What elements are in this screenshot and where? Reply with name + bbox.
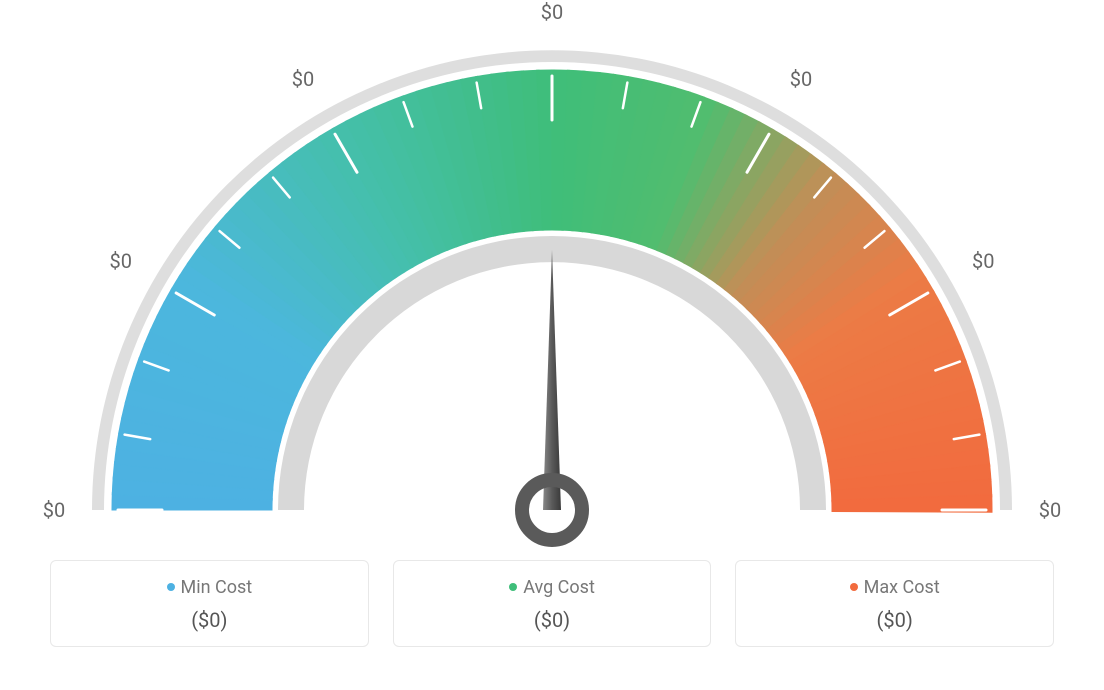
legend-card-min: Min Cost ($0) xyxy=(50,560,369,647)
legend-card-max: Max Cost ($0) xyxy=(735,560,1054,647)
legend-label-min: Min Cost xyxy=(63,577,356,598)
legend-label-avg: Avg Cost xyxy=(406,577,699,598)
gauge-tick-label: $0 xyxy=(43,498,65,522)
gauge-tick-label: $0 xyxy=(109,249,131,273)
legend-dot-avg xyxy=(509,583,517,591)
gauge-tick-label: $0 xyxy=(790,67,812,91)
legend-dot-max xyxy=(850,583,858,591)
legend-dot-min xyxy=(167,583,175,591)
legend-value-avg: ($0) xyxy=(406,608,699,632)
legend-label-text: Min Cost xyxy=(181,577,253,598)
legend-label-max: Max Cost xyxy=(748,577,1041,598)
gauge-tick-label: $0 xyxy=(1039,498,1061,522)
gauge-tick-label: $0 xyxy=(972,249,994,273)
gauge-chart: $0 $0 $0 $0 $0 $0 $0 xyxy=(0,0,1104,560)
gauge-tick-label: $0 xyxy=(541,0,563,24)
legend-row: Min Cost ($0) Avg Cost ($0) Max Cost ($0… xyxy=(0,560,1104,647)
gauge-tick-label: $0 xyxy=(292,67,314,91)
legend-label-text: Max Cost xyxy=(864,577,940,598)
cost-gauge-infographic: $0 $0 $0 $0 $0 $0 $0 Min Cost ($0) Avg Cost ($… xyxy=(0,0,1104,690)
legend-label-text: Avg Cost xyxy=(523,577,595,598)
legend-value-min: ($0) xyxy=(63,608,356,632)
gauge-svg xyxy=(0,0,1104,560)
legend-card-avg: Avg Cost ($0) xyxy=(393,560,712,647)
legend-value-max: ($0) xyxy=(748,608,1041,632)
